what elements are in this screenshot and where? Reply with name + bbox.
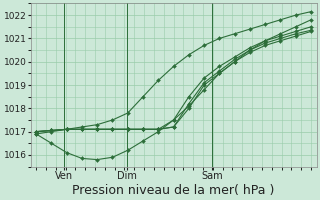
X-axis label: Pression niveau de la mer( hPa ): Pression niveau de la mer( hPa ) (72, 184, 275, 197)
